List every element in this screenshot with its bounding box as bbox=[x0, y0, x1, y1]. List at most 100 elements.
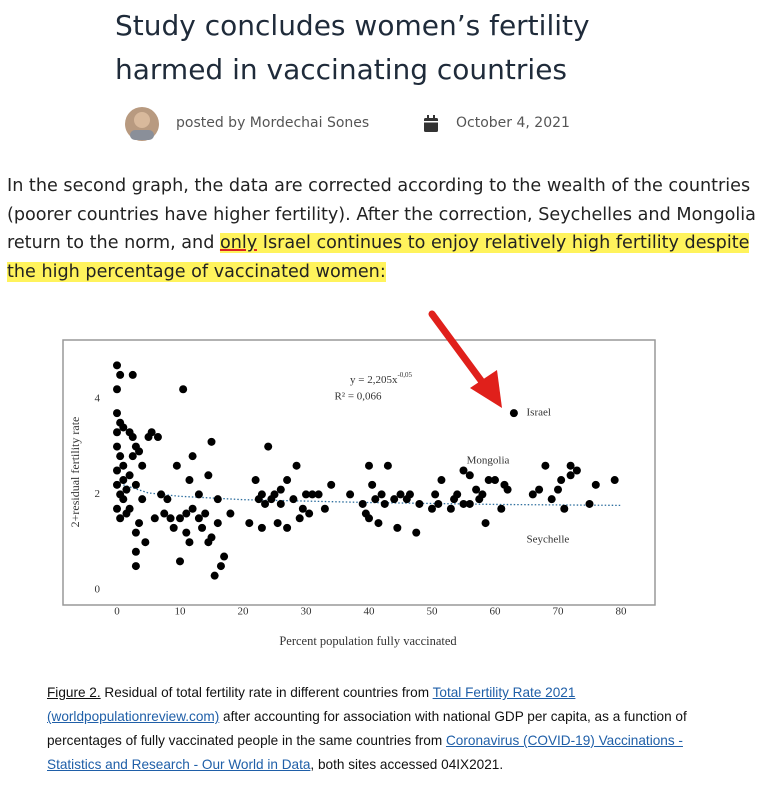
point bbox=[289, 495, 298, 504]
point bbox=[135, 519, 144, 528]
point bbox=[535, 485, 544, 494]
point bbox=[446, 504, 455, 513]
point bbox=[163, 495, 172, 504]
point bbox=[182, 528, 191, 537]
point bbox=[412, 528, 421, 537]
point bbox=[453, 490, 462, 499]
text: In the second graph, the data are correc… bbox=[7, 176, 756, 253]
chart-frame bbox=[62, 339, 656, 606]
point bbox=[509, 409, 518, 418]
point bbox=[320, 504, 329, 513]
point bbox=[213, 519, 222, 528]
point bbox=[116, 514, 125, 523]
point bbox=[346, 490, 355, 499]
x-tick-label: 60 bbox=[490, 606, 502, 618]
point bbox=[431, 490, 440, 499]
point bbox=[377, 490, 386, 499]
point bbox=[113, 428, 121, 437]
point bbox=[138, 495, 147, 504]
point bbox=[131, 562, 140, 571]
figure-label: Figure 2. bbox=[47, 685, 101, 700]
point bbox=[591, 480, 600, 489]
point bbox=[481, 519, 490, 528]
point bbox=[116, 370, 125, 379]
point bbox=[194, 514, 203, 523]
point bbox=[169, 523, 178, 532]
point bbox=[207, 437, 216, 446]
highlight: only bbox=[219, 233, 258, 253]
point bbox=[119, 495, 128, 504]
x-axis-label: Percent population fully vaccinated bbox=[279, 634, 457, 648]
point bbox=[257, 523, 266, 532]
point bbox=[560, 504, 569, 513]
point bbox=[179, 385, 188, 394]
equation: y = 2,205x-0,05 bbox=[350, 371, 413, 386]
point bbox=[390, 495, 399, 504]
point bbox=[125, 504, 134, 513]
point bbox=[270, 490, 279, 499]
point bbox=[166, 514, 175, 523]
annotation: Seychelle bbox=[527, 533, 570, 545]
point bbox=[305, 509, 314, 518]
point bbox=[528, 490, 537, 499]
y-tick-label: 2 bbox=[95, 488, 101, 500]
paragraph: In the second graph, the data are correc… bbox=[7, 172, 775, 286]
point bbox=[298, 504, 307, 513]
article-title: Study concludes women’s fertility harmed… bbox=[115, 9, 590, 86]
point bbox=[160, 509, 169, 518]
point bbox=[188, 504, 197, 513]
point bbox=[276, 499, 285, 508]
point bbox=[374, 519, 383, 528]
text: , both sites accessed 04IX2021. bbox=[310, 757, 504, 772]
link[interactable]: Coronavirus (COVID-19) Vaccinations - St… bbox=[47, 733, 683, 772]
point bbox=[157, 490, 166, 499]
x-tick-label: 50 bbox=[427, 606, 439, 618]
point bbox=[185, 476, 194, 485]
point bbox=[365, 514, 373, 523]
point bbox=[541, 461, 550, 470]
y-tick-label: 0 bbox=[95, 584, 101, 596]
point bbox=[226, 509, 235, 518]
x-tick-label: 30 bbox=[301, 606, 313, 618]
caption: Figure 2. Residual of total fertility ra… bbox=[47, 681, 737, 777]
author: posted by Mordechai Sones bbox=[176, 115, 370, 131]
point bbox=[125, 428, 134, 437]
point bbox=[396, 490, 405, 499]
point bbox=[213, 495, 222, 504]
point bbox=[585, 499, 594, 508]
point bbox=[131, 528, 140, 537]
point bbox=[204, 471, 213, 480]
link[interactable]: Total Fertility Rate 2021 (worldpopulati… bbox=[47, 685, 576, 724]
point bbox=[245, 519, 254, 528]
x-tick-label: 10 bbox=[175, 606, 187, 618]
point bbox=[194, 490, 203, 499]
point bbox=[135, 447, 144, 456]
red-arrow bbox=[428, 310, 502, 408]
point bbox=[147, 428, 156, 437]
point bbox=[478, 490, 487, 499]
point bbox=[484, 476, 493, 485]
x-tick-label: 0 bbox=[114, 606, 120, 618]
point bbox=[201, 509, 210, 518]
point bbox=[547, 495, 556, 504]
point bbox=[257, 490, 266, 499]
point bbox=[216, 562, 225, 571]
point bbox=[459, 466, 468, 475]
point bbox=[113, 442, 121, 451]
point bbox=[113, 504, 121, 513]
point bbox=[472, 485, 481, 494]
point bbox=[327, 480, 336, 489]
point bbox=[437, 476, 446, 485]
point bbox=[125, 471, 134, 480]
r-squared: R² = 0,066 bbox=[334, 391, 382, 403]
point bbox=[176, 557, 184, 566]
point bbox=[210, 571, 219, 580]
y-axis-label: 2+residual fertility rate bbox=[68, 417, 82, 528]
point bbox=[264, 442, 273, 451]
annotation: Israel bbox=[527, 407, 551, 419]
point bbox=[150, 514, 159, 523]
point bbox=[141, 538, 150, 547]
point bbox=[138, 461, 147, 470]
point bbox=[119, 461, 128, 470]
